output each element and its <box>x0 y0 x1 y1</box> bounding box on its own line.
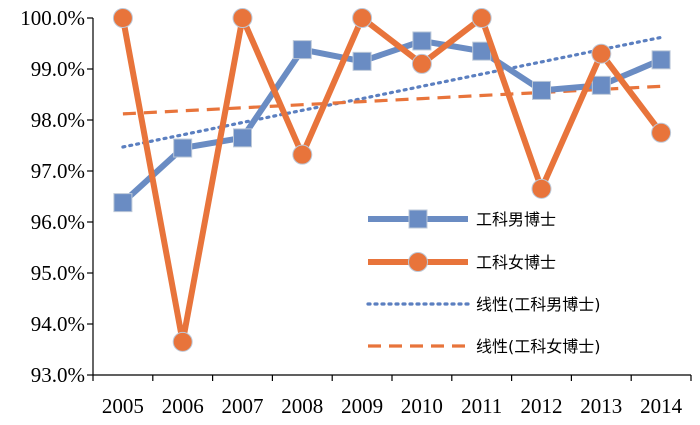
y-tick-label: 98.0% <box>31 108 85 132</box>
series-line <box>121 35 663 149</box>
legend-label: 线性(工科男博士) <box>476 295 601 314</box>
series-line <box>120 38 663 205</box>
data-point <box>411 53 432 74</box>
x-tick-label: 2012 <box>521 394 563 418</box>
data-point <box>292 144 313 165</box>
x-tick-label: 2014 <box>640 394 683 418</box>
series-2 <box>112 8 672 352</box>
data-point <box>471 8 492 28</box>
x-tick-label: 2013 <box>580 394 622 418</box>
data-point <box>591 75 611 95</box>
x-tick-label: 2005 <box>102 394 144 418</box>
legend-item-2: 工科女博士 <box>368 252 556 272</box>
x-tick-label: 2010 <box>401 394 443 418</box>
series-3 <box>121 35 663 149</box>
data-point <box>173 138 193 158</box>
y-tick-label: 95.0% <box>31 261 85 285</box>
data-point <box>232 8 253 28</box>
legend-marker <box>408 209 428 229</box>
y-tick-label: 100.0% <box>20 6 85 30</box>
x-tick-label: 2011 <box>461 394 502 418</box>
data-point <box>172 331 193 352</box>
x-tick-label: 2006 <box>162 394 204 418</box>
y-tick-label: 99.0% <box>31 57 85 81</box>
series-line <box>122 84 662 116</box>
series-layer <box>112 8 672 352</box>
legend-label: 工科男博士 <box>476 210 556 229</box>
data-point <box>352 8 373 28</box>
x-tick-label: 2008 <box>281 394 323 418</box>
legend-item-1: 工科男博士 <box>368 209 556 229</box>
legend-label: 工科女博士 <box>476 253 556 272</box>
data-point <box>532 80 551 100</box>
data-point <box>352 51 372 71</box>
data-point <box>292 40 312 60</box>
data-point <box>233 128 252 148</box>
axis-layer: 93.0% 94.0% 95.0% 96.0% 97.0% 98.0% 99.0% 100.0… <box>20 6 692 418</box>
data-point <box>412 31 432 51</box>
data-point <box>651 50 671 70</box>
series-line <box>119 15 664 345</box>
y-tick-label: 97.0% <box>31 159 85 183</box>
y-tick-label: 94.0% <box>31 312 85 336</box>
data-point <box>112 8 133 28</box>
x-tick-label: 2009 <box>341 394 383 418</box>
legend-marker <box>408 252 428 272</box>
data-point <box>591 43 612 64</box>
data-point <box>113 193 133 213</box>
series-4 <box>122 84 662 116</box>
y-tick-label: 96.0% <box>31 210 85 234</box>
y-tick-label: 93.0% <box>31 363 85 387</box>
data-point <box>531 178 552 199</box>
legend-item-4: 线性(工科女博士) <box>368 337 601 356</box>
legend-label: 线性(工科女博士) <box>476 337 601 356</box>
legend-item-3: 线性(工科男博士) <box>366 295 601 314</box>
data-point <box>651 122 672 143</box>
series-1 <box>113 31 671 213</box>
x-tick-label: 2007 <box>222 394 264 418</box>
